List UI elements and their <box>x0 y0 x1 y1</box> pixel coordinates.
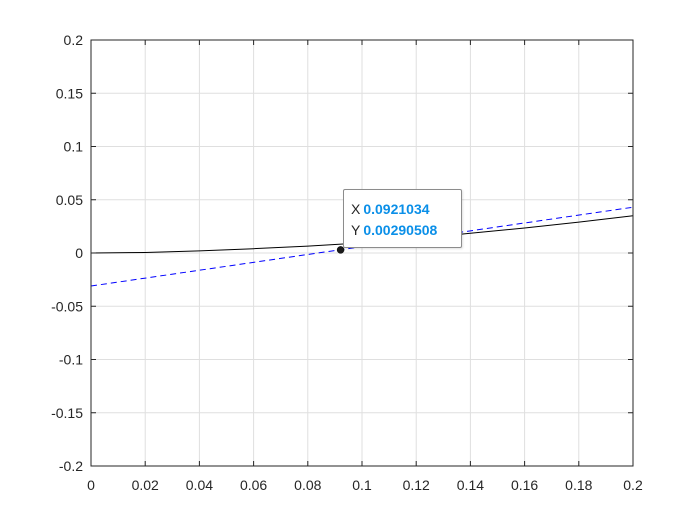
tick-labels: 0 0.02 0.04 0.06 0.08 0.1 0.12 0.14 0.16 0.18 0.2 0… <box>51 32 643 493</box>
data-point-marker <box>336 246 345 254</box>
marker-layer <box>336 246 345 254</box>
y-tick-label: 0.15 <box>56 85 83 101</box>
datatip-y-value: 0.00290508 <box>363 222 438 238</box>
x-tick-label: 0.06 <box>240 477 267 493</box>
y-tick-label: -0.2 <box>59 458 83 474</box>
x-tick-label: 0.04 <box>186 477 213 493</box>
x-tick-label: 0.18 <box>565 477 592 493</box>
y-tick-label: -0.05 <box>51 298 83 314</box>
datatip-x-row: X 0.0921034 <box>351 199 461 220</box>
y-tick-label: 0.2 <box>64 32 84 48</box>
y-tick-label: 0 <box>75 245 83 261</box>
x-tick-label: 0.14 <box>457 477 484 493</box>
y-tick-label: -0.15 <box>51 405 83 421</box>
datatip-x-value: 0.0921034 <box>363 201 430 217</box>
datatip-y-row: Y 0.00290508 <box>351 220 461 241</box>
x-tick-label: 0.12 <box>403 477 430 493</box>
grid <box>90 39 634 467</box>
x-tick-label: 0.1 <box>352 477 372 493</box>
y-tick-label: 0.05 <box>56 192 83 208</box>
x-tick-label: 0.16 <box>511 477 538 493</box>
x-tick-label: 0.02 <box>132 477 159 493</box>
ticks <box>90 39 634 467</box>
y-tick-label: -0.1 <box>59 352 83 368</box>
y-tick-label: 0.1 <box>64 139 84 155</box>
datatip-y-label: Y <box>351 222 361 238</box>
x-tick-label: 0.2 <box>623 477 643 493</box>
datatip[interactable]: X 0.0921034 Y 0.00290508 <box>343 189 462 248</box>
x-tick-label: 0 <box>87 477 95 493</box>
datatip-x-label: X <box>351 201 361 217</box>
x-tick-label: 0.08 <box>294 477 321 493</box>
